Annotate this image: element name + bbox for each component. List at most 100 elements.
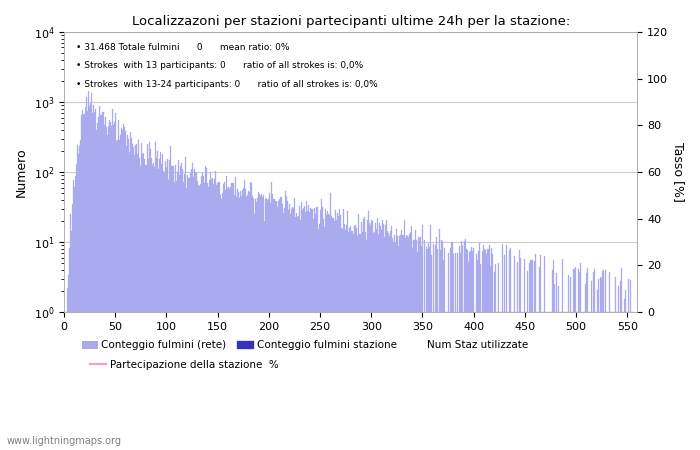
Bar xyxy=(398,247,400,450)
Bar xyxy=(579,272,580,450)
Bar xyxy=(570,277,571,450)
Bar xyxy=(402,235,403,450)
Bar xyxy=(251,183,252,450)
Bar xyxy=(69,248,70,450)
Bar xyxy=(367,220,368,450)
Bar xyxy=(461,241,462,450)
Bar xyxy=(252,196,253,450)
Bar xyxy=(420,237,421,450)
Title: Localizzazoni per stazioni partecipanti ultime 24h per la stazione:: Localizzazoni per stazioni partecipanti … xyxy=(132,15,570,28)
Bar xyxy=(99,106,100,450)
Bar xyxy=(510,248,511,450)
Bar xyxy=(326,216,327,450)
Bar xyxy=(452,242,453,450)
Bar xyxy=(210,171,211,450)
Bar xyxy=(263,195,265,450)
Bar xyxy=(473,248,474,450)
Bar xyxy=(486,254,487,450)
Bar xyxy=(527,271,528,450)
Bar xyxy=(320,210,321,450)
Bar xyxy=(331,216,332,450)
Bar xyxy=(201,176,202,450)
Bar xyxy=(241,190,243,450)
Bar xyxy=(433,244,434,450)
Bar xyxy=(504,255,505,450)
Bar xyxy=(224,182,225,450)
Bar xyxy=(291,209,292,450)
Bar xyxy=(73,180,74,450)
Bar xyxy=(152,165,153,450)
Bar xyxy=(431,255,432,450)
Bar xyxy=(250,182,251,450)
Bar xyxy=(391,226,392,450)
Bar xyxy=(407,238,409,450)
Bar xyxy=(286,196,287,450)
Bar xyxy=(381,230,382,450)
Bar xyxy=(347,211,348,450)
Bar xyxy=(131,138,132,450)
Bar xyxy=(183,182,184,450)
Bar xyxy=(310,208,312,450)
Y-axis label: Tasso [%]: Tasso [%] xyxy=(672,142,685,202)
Bar xyxy=(211,179,212,450)
Bar xyxy=(307,211,308,450)
Bar xyxy=(414,240,415,450)
Bar xyxy=(285,190,286,450)
Bar xyxy=(489,266,491,450)
Bar xyxy=(615,277,617,450)
Bar xyxy=(468,262,469,450)
Bar xyxy=(351,231,352,450)
Bar xyxy=(208,187,209,450)
Bar xyxy=(194,169,195,450)
Bar xyxy=(78,154,79,450)
Bar xyxy=(181,163,182,450)
Bar xyxy=(352,231,354,450)
Bar xyxy=(529,263,531,450)
Bar xyxy=(478,251,480,450)
Bar xyxy=(115,113,116,450)
Bar xyxy=(361,232,363,450)
Bar xyxy=(444,248,445,450)
Bar xyxy=(146,144,148,450)
Bar xyxy=(477,261,478,450)
Bar xyxy=(426,247,427,450)
Bar xyxy=(121,127,122,450)
Bar xyxy=(318,224,320,450)
Bar xyxy=(213,184,214,450)
Bar xyxy=(216,185,217,450)
Bar xyxy=(312,209,314,450)
Bar xyxy=(396,229,398,450)
Bar xyxy=(394,235,395,450)
Bar xyxy=(457,253,458,450)
Bar xyxy=(70,214,71,450)
Bar xyxy=(533,261,535,450)
Bar xyxy=(153,162,154,450)
Bar xyxy=(135,145,136,450)
Bar xyxy=(203,176,204,450)
Bar xyxy=(484,249,485,450)
Bar xyxy=(356,228,358,450)
Bar xyxy=(368,212,369,450)
Bar xyxy=(171,166,172,450)
Bar xyxy=(370,225,371,450)
Bar xyxy=(428,243,429,450)
Bar xyxy=(380,226,381,450)
Bar xyxy=(594,269,595,450)
Bar xyxy=(600,277,601,450)
Bar xyxy=(293,208,294,450)
Bar xyxy=(120,135,121,450)
Bar xyxy=(253,198,254,450)
Bar xyxy=(421,246,422,450)
Bar xyxy=(139,158,141,450)
Bar xyxy=(436,237,438,450)
Bar xyxy=(531,260,533,450)
Bar xyxy=(258,192,259,450)
Bar xyxy=(257,198,258,450)
Bar xyxy=(93,105,95,450)
Bar xyxy=(305,212,306,450)
Bar xyxy=(453,254,454,450)
Bar xyxy=(164,173,165,450)
Bar xyxy=(84,114,85,450)
Bar xyxy=(340,216,341,450)
Bar xyxy=(212,178,213,450)
